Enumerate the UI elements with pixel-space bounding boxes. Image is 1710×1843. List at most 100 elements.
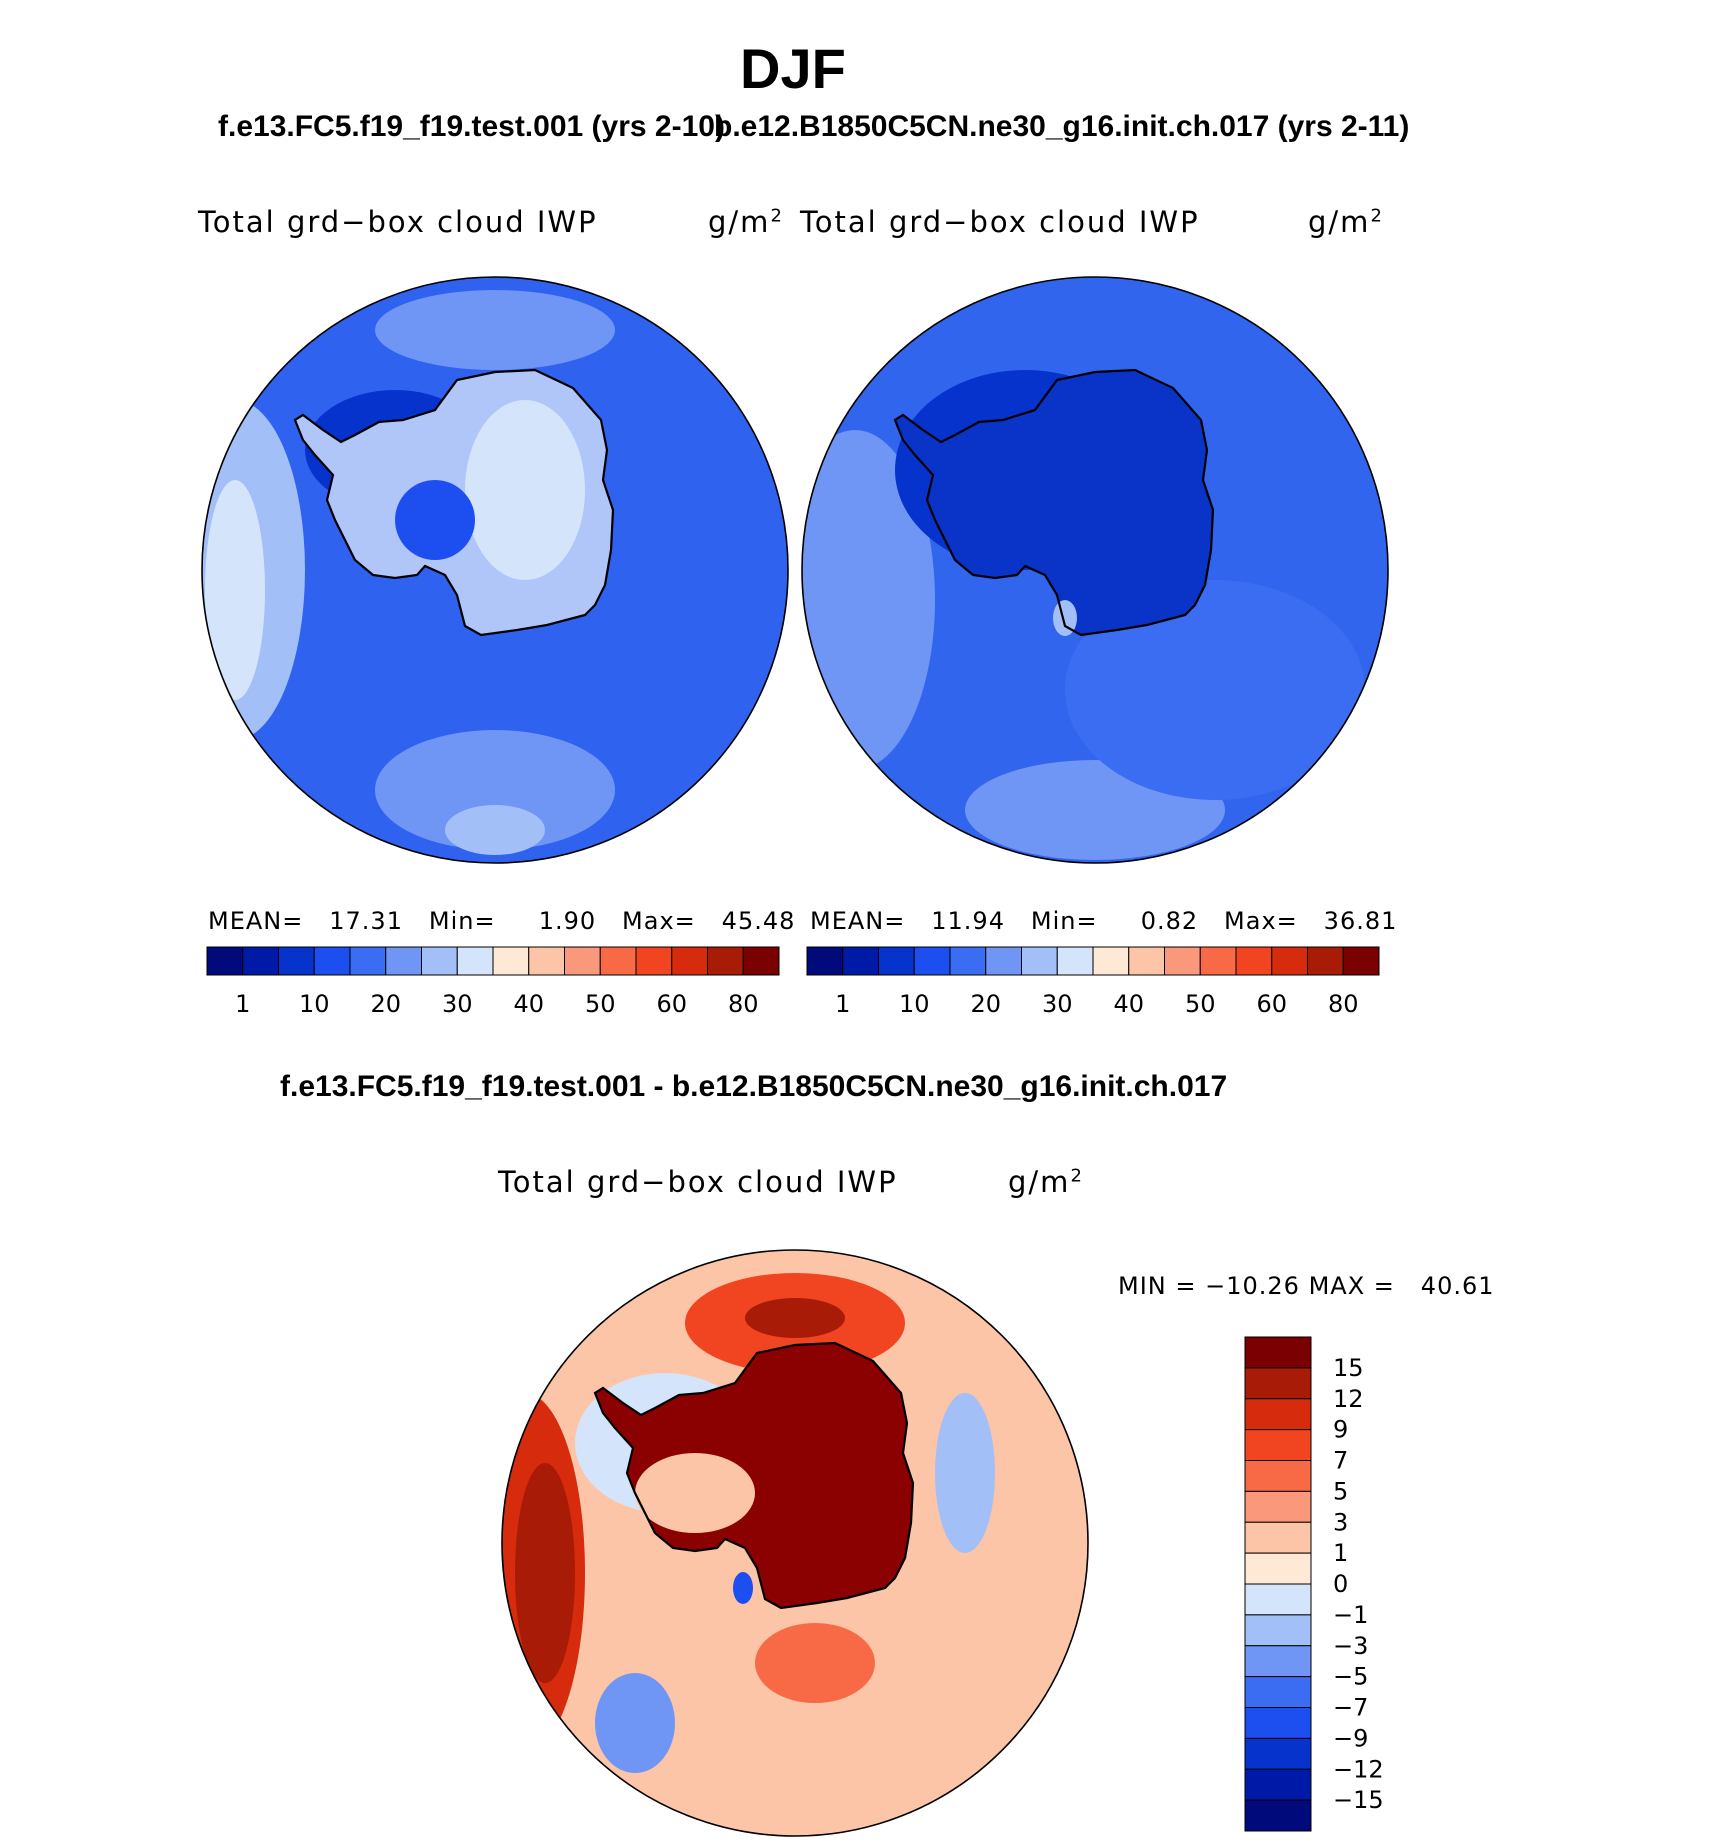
colorbar-box bbox=[1244, 1429, 1312, 1461]
field-patch bbox=[635, 1453, 755, 1533]
colorbar-tick-label: −3 bbox=[1333, 1632, 1368, 1660]
colorbar-box bbox=[1056, 946, 1094, 976]
continent-field bbox=[595, 1343, 913, 1608]
colorbar-box bbox=[1092, 946, 1130, 976]
colorbar-box bbox=[1244, 1707, 1312, 1739]
colorbar-box bbox=[1244, 1768, 1312, 1801]
colorbar-tick-label: 60 bbox=[1256, 990, 1287, 1018]
map-field bbox=[202, 277, 788, 863]
colorbar-tick-label: 1 bbox=[235, 990, 250, 1018]
colorbar-box bbox=[1021, 946, 1058, 976]
colorbar-tick-label: 40 bbox=[1113, 990, 1144, 1018]
panel1-stats: MEAN= 17.31 Min= 1.90 Max= 45.48 bbox=[208, 907, 796, 935]
map-panel1 bbox=[201, 276, 789, 864]
colorbar-tick-label: 20 bbox=[970, 990, 1001, 1018]
colorbar-box bbox=[1244, 1676, 1312, 1708]
field-patch bbox=[375, 730, 615, 850]
map-border bbox=[201, 276, 789, 864]
colorbar-panel3: 15 12 9 75 3 1 0 −1 −3 −5 −7−9 −12 −15 bbox=[1244, 1336, 1384, 1832]
field-patch bbox=[935, 1393, 995, 1553]
colorbar-box bbox=[1164, 946, 1201, 976]
colorbar-box bbox=[242, 946, 279, 976]
panel2-variable: Total grd−box cloud IWP bbox=[800, 205, 1200, 239]
colorbar-panel1: 1 10 20 30 40 50 60 80 bbox=[206, 946, 780, 1018]
colorbar-tick-label: −7 bbox=[1333, 1694, 1368, 1722]
panel2-units: g/m2 bbox=[1308, 205, 1384, 239]
colorbar-panel2: 1 10 20 30 40 50 60 80 bbox=[806, 946, 1380, 1018]
field-patch bbox=[1065, 580, 1365, 800]
field-patch bbox=[465, 400, 585, 580]
colorbar-tick-label: 10 bbox=[299, 990, 330, 1018]
colorbar-tick-label: 3 bbox=[1333, 1508, 1348, 1536]
coastline bbox=[293, 368, 615, 637]
colorbar-box bbox=[421, 946, 458, 976]
field-patch bbox=[445, 805, 545, 855]
coastline bbox=[593, 1341, 915, 1610]
colorbar-box bbox=[1244, 1490, 1312, 1523]
field-patch bbox=[745, 1298, 845, 1338]
colorbar-tick-label: 5 bbox=[1333, 1477, 1348, 1505]
colorbar-box bbox=[1307, 946, 1344, 976]
colorbar-box bbox=[564, 946, 601, 976]
colorbar-box bbox=[671, 946, 708, 976]
case-title-left: f.e13.FC5.f19_f19.test.001 (yrs 2-10) bbox=[218, 110, 725, 143]
colorbar-box bbox=[1244, 1460, 1312, 1492]
colorbar-tick-label: 80 bbox=[728, 990, 759, 1018]
colorbar-box bbox=[1244, 1552, 1312, 1585]
map-field bbox=[502, 1250, 1088, 1836]
map-border bbox=[501, 1249, 1089, 1837]
colorbar-tick-label: −12 bbox=[1333, 1755, 1384, 1783]
panel1-units: g/m2 bbox=[708, 205, 784, 239]
colorbar-box bbox=[313, 946, 351, 976]
colorbar-tick-label: 0 bbox=[1333, 1570, 1348, 1598]
case-title-right: b.e12.B1850C5CN.ne30_g16.init.ch.017 (yr… bbox=[714, 110, 1410, 143]
colorbar-tick-label: 40 bbox=[513, 990, 544, 1018]
colorbar-box bbox=[913, 946, 951, 976]
field-patch bbox=[733, 1572, 753, 1604]
colorbar-box bbox=[1244, 1521, 1312, 1554]
colorbar-box bbox=[806, 946, 844, 976]
colorbar-box bbox=[742, 946, 780, 976]
colorbar-tick-label: 20 bbox=[370, 990, 401, 1018]
panel2-stats: MEAN= 11.94 Min= 0.82 Max= 36.81 bbox=[810, 907, 1398, 935]
colorbar-tick-label: 60 bbox=[656, 990, 687, 1018]
field-patch bbox=[595, 1673, 675, 1773]
colorbar-tick-label: 9 bbox=[1333, 1416, 1348, 1444]
colorbar-box bbox=[528, 946, 565, 976]
colorbar-tick-label: 10 bbox=[899, 990, 930, 1018]
colorbar-tick-label: −15 bbox=[1333, 1786, 1384, 1814]
field-patch bbox=[1053, 600, 1077, 636]
colorbar-box bbox=[1244, 1336, 1312, 1369]
map-field bbox=[802, 277, 1388, 863]
colorbar-box bbox=[1244, 1799, 1312, 1832]
colorbar-box bbox=[1244, 1737, 1312, 1770]
panel1-variable: Total grd−box cloud IWP bbox=[198, 205, 598, 239]
colorbar-tick-label: 50 bbox=[1185, 990, 1216, 1018]
field-patch bbox=[755, 1623, 875, 1703]
colorbar-tick-label: 1 bbox=[1333, 1539, 1348, 1567]
continent-field bbox=[895, 370, 1213, 635]
colorbar-tick-label: 15 bbox=[1333, 1354, 1364, 1382]
diff-title: f.e13.FC5.f19_f19.test.001 - b.e12.B1850… bbox=[280, 1070, 1228, 1103]
colorbar-box bbox=[707, 946, 744, 976]
colorbar-tick-label: −1 bbox=[1333, 1601, 1368, 1629]
map-panel3 bbox=[501, 1249, 1089, 1837]
colorbar-tick-label: 80 bbox=[1328, 990, 1359, 1018]
colorbar-tick-label: 7 bbox=[1333, 1447, 1348, 1475]
colorbar-box bbox=[206, 946, 244, 976]
colorbar-box bbox=[456, 946, 494, 976]
colorbar-box bbox=[985, 946, 1022, 976]
colorbar-box bbox=[492, 946, 530, 976]
map-border bbox=[801, 276, 1389, 864]
colorbar-box bbox=[1244, 1583, 1312, 1616]
colorbar-box bbox=[1244, 1398, 1312, 1431]
colorbar-box bbox=[1244, 1645, 1312, 1678]
colorbar-box bbox=[278, 946, 315, 976]
colorbar-box bbox=[385, 946, 422, 976]
colorbar-tick-label: 1 bbox=[835, 990, 850, 1018]
map-panel2 bbox=[801, 276, 1389, 864]
colorbar-tick-label: 12 bbox=[1333, 1385, 1364, 1413]
field-patch bbox=[515, 1463, 575, 1683]
coastline bbox=[893, 368, 1215, 637]
colorbar-tick-label: −9 bbox=[1333, 1724, 1368, 1752]
